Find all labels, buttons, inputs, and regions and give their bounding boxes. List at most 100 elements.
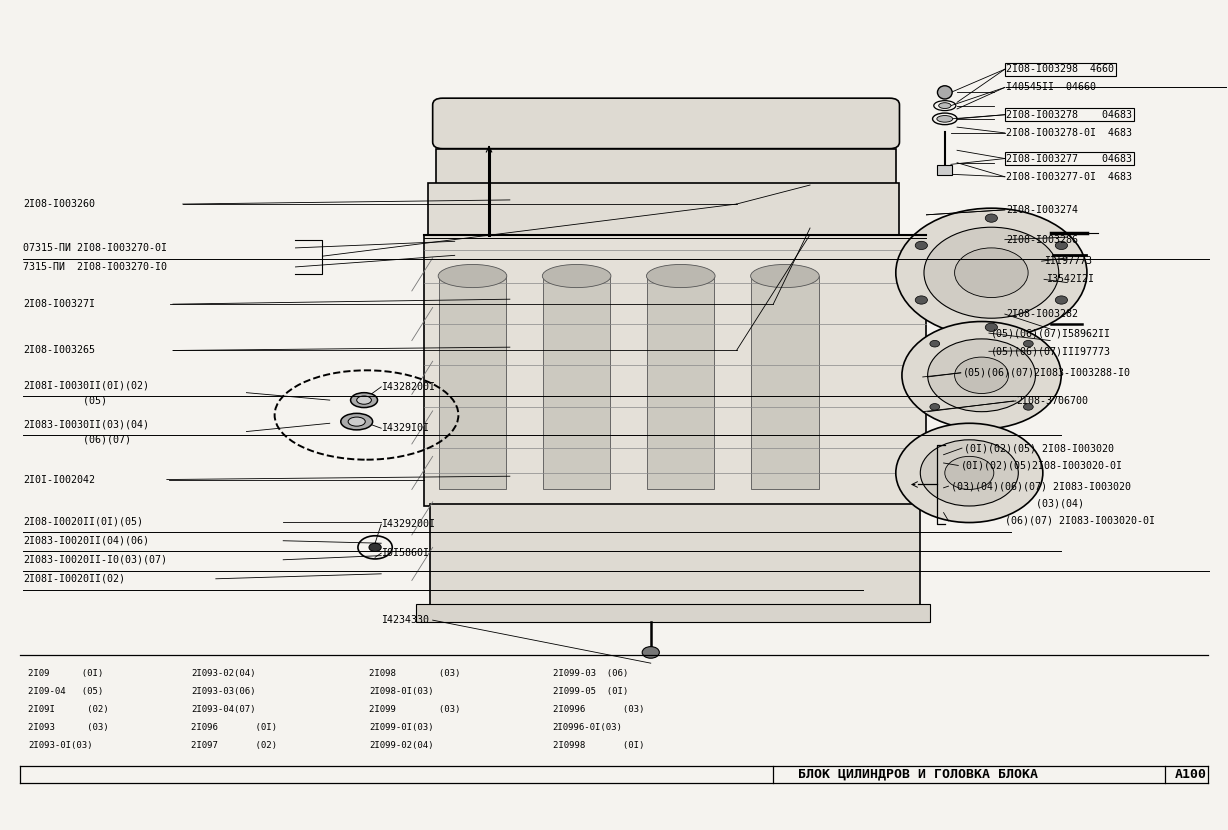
- Text: (0I)(02)(05) 2I08-I003020: (0I)(02)(05) 2I08-I003020: [964, 443, 1115, 453]
- Text: 2I099-03  (06): 2I099-03 (06): [553, 669, 628, 677]
- Text: 07315-ПИ 2I08-I003270-0I: 07315-ПИ 2I08-I003270-0I: [23, 243, 167, 253]
- Text: 2I08-I003277-0I  4683: 2I08-I003277-0I 4683: [1006, 172, 1132, 182]
- Text: I4328200I: I4328200I: [381, 382, 435, 392]
- Circle shape: [1023, 403, 1033, 410]
- Text: (03)(04): (03)(04): [981, 499, 1083, 509]
- Circle shape: [1055, 295, 1067, 304]
- Circle shape: [915, 242, 927, 250]
- Text: atl24.ru: atl24.ru: [539, 377, 738, 420]
- FancyBboxPatch shape: [339, 76, 1006, 671]
- Text: (05)(06)(07)2I083-I003288-I0: (05)(06)(07)2I083-I003288-I0: [963, 368, 1131, 378]
- Text: 2I098-0I(03): 2I098-0I(03): [368, 686, 433, 696]
- Text: 2I08-I003265: 2I08-I003265: [23, 345, 96, 355]
- Ellipse shape: [356, 396, 371, 404]
- Circle shape: [895, 423, 1043, 523]
- Text: 2I08-I003298  4660: 2I08-I003298 4660: [1006, 64, 1114, 74]
- Text: 2I099-02(04): 2I099-02(04): [368, 741, 433, 750]
- Text: (05)(06)(07)I58962II: (05)(06)(07)I58962II: [991, 328, 1111, 338]
- Text: (0I)(02)(05)2I08-I003020-0I: (0I)(02)(05)2I08-I003020-0I: [960, 461, 1122, 471]
- Text: 2I093-03(06): 2I093-03(06): [192, 686, 255, 696]
- Text: I0I5860I: I0I5860I: [381, 548, 430, 558]
- Circle shape: [944, 457, 993, 490]
- Text: I4234330: I4234330: [381, 615, 430, 625]
- Text: 2I08-I003282: 2I08-I003282: [1006, 309, 1078, 319]
- Text: 2I09      (0I): 2I09 (0I): [28, 669, 103, 677]
- Circle shape: [642, 647, 659, 658]
- Ellipse shape: [350, 393, 377, 408]
- Text: 2I093      (03): 2I093 (03): [28, 723, 109, 732]
- Text: 2I08I-I0020II(02): 2I08I-I0020II(02): [23, 574, 125, 583]
- Text: I40545II  04660: I40545II 04660: [1006, 82, 1097, 92]
- Text: (06)(07): (06)(07): [23, 435, 131, 445]
- FancyBboxPatch shape: [427, 183, 899, 235]
- Ellipse shape: [646, 265, 715, 288]
- Text: 2I08-3706700: 2I08-3706700: [1016, 396, 1088, 406]
- Ellipse shape: [937, 85, 952, 99]
- Text: III97773: III97773: [1044, 256, 1092, 266]
- FancyBboxPatch shape: [415, 603, 930, 622]
- Text: I4329200I: I4329200I: [381, 520, 435, 530]
- Text: 2I093-0I(03): 2I093-0I(03): [28, 741, 93, 750]
- Circle shape: [895, 208, 1087, 337]
- Text: 2I08-I003278-0I  4683: 2I08-I003278-0I 4683: [1006, 128, 1132, 138]
- Circle shape: [985, 323, 997, 331]
- Text: 2I083-I0020II-I0(03)(07): 2I083-I0020II-I0(03)(07): [23, 554, 167, 564]
- Text: 2I0998       (0I): 2I0998 (0I): [553, 741, 645, 750]
- FancyBboxPatch shape: [647, 276, 715, 490]
- Text: 2I0996-0I(03): 2I0996-0I(03): [553, 723, 623, 732]
- Text: 2I09I      (02): 2I09I (02): [28, 705, 109, 714]
- Circle shape: [915, 295, 927, 304]
- Text: 2I09-04   (05): 2I09-04 (05): [28, 686, 103, 696]
- Ellipse shape: [348, 417, 365, 426]
- Circle shape: [930, 340, 939, 347]
- Text: 2I08-I003277    04683: 2I08-I003277 04683: [1006, 154, 1132, 164]
- Circle shape: [985, 214, 997, 222]
- Text: 2I093-02(04): 2I093-02(04): [192, 669, 255, 677]
- Text: 2I093-04(07): 2I093-04(07): [192, 705, 255, 714]
- Circle shape: [930, 403, 939, 410]
- Circle shape: [901, 321, 1061, 429]
- Text: 2I099-0I(03): 2I099-0I(03): [368, 723, 433, 732]
- Text: 2I0996       (03): 2I0996 (03): [553, 705, 645, 714]
- Text: 2I08-I00327I: 2I08-I00327I: [23, 299, 96, 309]
- Circle shape: [920, 440, 1018, 506]
- Text: 2I099        (03): 2I099 (03): [368, 705, 460, 714]
- Text: (05): (05): [23, 396, 107, 406]
- Text: 2I0I-I002042: 2I0I-I002042: [23, 475, 96, 485]
- FancyBboxPatch shape: [424, 235, 926, 506]
- Text: 2I099-05  (0I): 2I099-05 (0I): [553, 686, 628, 696]
- Text: (06)(07) 2I083-I003020-0I: (06)(07) 2I083-I003020-0I: [950, 516, 1156, 526]
- Ellipse shape: [750, 265, 819, 288]
- Text: 2I096       (0I): 2I096 (0I): [192, 723, 278, 732]
- Circle shape: [954, 248, 1028, 297]
- Text: 2I08I-I0030II(0I)(02): 2I08I-I0030II(0I)(02): [23, 380, 150, 390]
- FancyBboxPatch shape: [430, 505, 920, 605]
- Text: 2I08-I003260: 2I08-I003260: [23, 199, 96, 209]
- FancyBboxPatch shape: [752, 276, 819, 490]
- Text: 2I098        (03): 2I098 (03): [368, 669, 460, 677]
- Ellipse shape: [341, 413, 372, 430]
- Text: 2I097       (02): 2I097 (02): [192, 741, 278, 750]
- Text: А100: А100: [1175, 768, 1207, 781]
- Ellipse shape: [937, 115, 953, 122]
- Text: 2I08-I003274: 2I08-I003274: [1006, 205, 1078, 215]
- Polygon shape: [442, 142, 889, 150]
- Text: 2I08-I003278    04683: 2I08-I003278 04683: [1006, 110, 1132, 120]
- Circle shape: [927, 339, 1035, 412]
- Text: 2I08-I0020II(0I)(05): 2I08-I0020II(0I)(05): [23, 517, 144, 527]
- Text: I4329I0I: I4329I0I: [381, 423, 430, 433]
- Circle shape: [954, 357, 1008, 393]
- Circle shape: [923, 227, 1059, 318]
- Text: (03)(04)(06)(07) 2I083-I003020: (03)(04)(06)(07) 2I083-I003020: [950, 481, 1131, 491]
- FancyBboxPatch shape: [937, 165, 952, 175]
- Circle shape: [1023, 340, 1033, 347]
- Circle shape: [1055, 242, 1067, 250]
- Text: 7315-ПИ  2I08-I003270-I0: 7315-ПИ 2I08-I003270-I0: [23, 262, 167, 272]
- FancyBboxPatch shape: [436, 149, 895, 185]
- FancyBboxPatch shape: [432, 98, 899, 149]
- Ellipse shape: [938, 103, 950, 109]
- Text: I3542I2I: I3542I2I: [1046, 275, 1094, 285]
- FancyBboxPatch shape: [438, 276, 506, 490]
- Text: 2I083-I0030II(03)(04): 2I083-I0030II(03)(04): [23, 419, 150, 429]
- Text: БЛОК ЦИЛИНДРОВ И ГОЛОВКА БЛОКА: БЛОК ЦИЛИНДРОВ И ГОЛОВКА БЛОКА: [798, 768, 1038, 781]
